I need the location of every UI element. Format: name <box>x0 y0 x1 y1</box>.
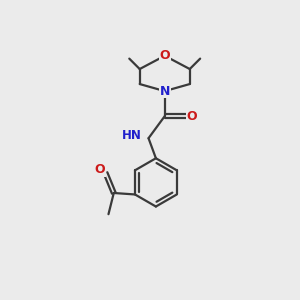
Text: N: N <box>160 85 170 98</box>
Text: O: O <box>94 163 105 176</box>
Text: O: O <box>187 110 197 123</box>
Text: HN: HN <box>122 129 142 142</box>
Text: O: O <box>159 49 170 62</box>
